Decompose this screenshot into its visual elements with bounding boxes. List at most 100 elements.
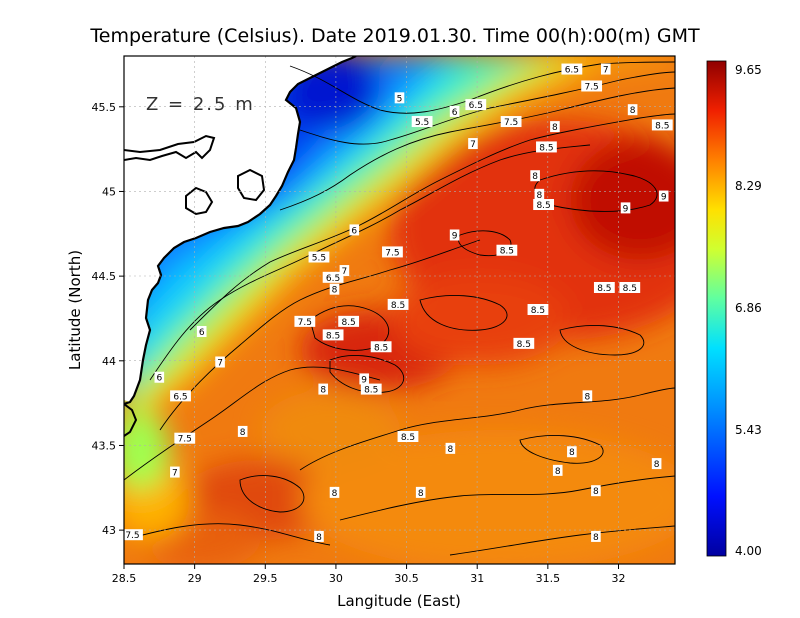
contour-label: 9 bbox=[620, 202, 631, 214]
plot-area: 6.5 77.556.567.55.588.587 8.5888.599697.55… bbox=[123, 55, 676, 565]
contour-label: 8 bbox=[591, 530, 601, 543]
contour-label: 7.5 bbox=[124, 529, 143, 541]
contour-label: 9 bbox=[359, 373, 369, 385]
contour-label-box bbox=[591, 485, 601, 497]
contour-label-text: 8.5 bbox=[364, 386, 378, 396]
contour-label: 8 bbox=[530, 170, 540, 182]
x-tick-label: 30 bbox=[329, 572, 343, 585]
contour-label-text: 8 bbox=[537, 191, 543, 201]
contour-label: 7.5 bbox=[294, 315, 316, 328]
contour-label-box bbox=[394, 92, 405, 104]
contour-label-text: 8 bbox=[552, 123, 558, 133]
contour-label: 8 bbox=[567, 446, 577, 458]
contour-label-box bbox=[468, 138, 478, 150]
contour-label-box bbox=[360, 383, 382, 395]
contour-label-box bbox=[619, 281, 641, 293]
contour-label-text: 8 bbox=[240, 428, 246, 438]
contour-label-box bbox=[339, 265, 350, 277]
contour-label-box bbox=[314, 530, 324, 542]
contour-label: 8 bbox=[550, 121, 560, 133]
colorbar-tick-label: 9.65 bbox=[735, 63, 762, 77]
contour-label: 6.5 bbox=[561, 63, 583, 76]
contour-label-box bbox=[513, 337, 535, 349]
y-axis: 43 43.5 44 44.5 45 45.5 bbox=[92, 101, 124, 537]
contour-label: 9 bbox=[658, 190, 669, 203]
contour-label-text: 6 bbox=[156, 374, 162, 384]
coastline bbox=[124, 56, 357, 406]
contour-label-text: 8.5 bbox=[517, 340, 531, 350]
contour-label: 7 bbox=[339, 265, 350, 277]
contour-label-text: 8.5 bbox=[401, 433, 415, 443]
contour-label-text: 5.5 bbox=[312, 254, 326, 264]
contour-label: 8.5 bbox=[496, 244, 518, 257]
contour-label: 6 bbox=[196, 326, 207, 338]
contour-label-text: 7.5 bbox=[504, 118, 518, 128]
contour-label: 5.5 bbox=[411, 116, 433, 128]
contour-label: 8 bbox=[329, 283, 340, 296]
contour-label-box bbox=[651, 119, 673, 131]
contour-label-text: 8 bbox=[569, 448, 575, 458]
contour-label-box bbox=[196, 326, 207, 338]
contour-label-text: 8.5 bbox=[597, 284, 611, 294]
contour-label-text: 7 bbox=[342, 267, 348, 277]
x-tick-label: 30.5 bbox=[394, 572, 419, 585]
contour-label-text: 8.5 bbox=[391, 301, 405, 311]
contour-label-text: 7.5 bbox=[298, 318, 312, 328]
contour-label: 8.5 bbox=[387, 298, 409, 311]
contour-label: 8.5 bbox=[593, 281, 615, 294]
contour-label-box bbox=[449, 105, 460, 117]
contour-label: 8 bbox=[329, 486, 340, 499]
contour-label-text: 9 bbox=[623, 204, 629, 214]
contour-label-text: 8.5 bbox=[326, 331, 340, 341]
contour-label-text: 8 bbox=[316, 533, 322, 543]
contour-label: 7.5 bbox=[500, 116, 522, 128]
contour-label: 8 bbox=[318, 383, 329, 396]
lagoon-outline bbox=[124, 403, 138, 437]
contour-label-box bbox=[561, 63, 583, 75]
contour-label-text: 8.5 bbox=[655, 121, 669, 131]
contour-label-box bbox=[449, 229, 460, 241]
contour-label: 8.5 bbox=[527, 304, 549, 316]
contour-label: 6 bbox=[349, 224, 360, 236]
contour-label-box bbox=[591, 530, 601, 542]
contour-label-text: 8 bbox=[418, 489, 424, 499]
contour-label-box bbox=[533, 199, 555, 211]
colorbar: 9.65 8.29 6.86 5.43 4.00 bbox=[706, 60, 762, 558]
lagoon-outline bbox=[185, 186, 214, 216]
contour-label: 7.5 bbox=[382, 246, 403, 258]
contour-label-text: 8 bbox=[555, 467, 561, 477]
contour-label-box bbox=[593, 281, 615, 293]
contour-label-box bbox=[329, 486, 340, 498]
contour-label-box bbox=[397, 431, 419, 442]
contour-label: 6.5 bbox=[322, 271, 344, 284]
contour-label-box bbox=[536, 141, 557, 153]
contour-label-box bbox=[170, 466, 180, 478]
contour-label: 8 bbox=[582, 390, 593, 402]
x-axis-label: Langitude (East) bbox=[337, 592, 461, 610]
contour-label-box bbox=[370, 341, 392, 353]
contour-label-box bbox=[308, 251, 330, 263]
contour-label-box bbox=[534, 188, 545, 200]
contour-label: 8.5 bbox=[651, 119, 673, 131]
contour-label-box bbox=[318, 383, 329, 395]
x-tick-label: 29 bbox=[188, 572, 202, 585]
contour-label-box bbox=[530, 170, 540, 182]
contour-label: 8.5 bbox=[536, 141, 557, 153]
contour-label: 9 bbox=[449, 229, 460, 241]
contour-label-box bbox=[329, 283, 340, 295]
contour-label-text: 6 bbox=[452, 108, 458, 118]
x-tick-label: 31.5 bbox=[536, 572, 561, 585]
colorbar-tick-label: 4.00 bbox=[735, 544, 762, 558]
contour-label: 7 bbox=[600, 63, 611, 76]
contour-label-box bbox=[124, 529, 143, 541]
contour-label: 8 bbox=[445, 442, 456, 455]
contour-label-box bbox=[338, 315, 360, 327]
contour-label-text: 8 bbox=[593, 487, 599, 497]
contour-label: 7.5 bbox=[174, 432, 196, 445]
y-tick-label: 45.5 bbox=[92, 101, 117, 114]
contour-label-text: 7 bbox=[217, 358, 223, 368]
contour-label: 7.5 bbox=[581, 80, 603, 92]
contour-label: 8 bbox=[534, 188, 545, 201]
contour-label-text: 9 bbox=[452, 231, 458, 241]
